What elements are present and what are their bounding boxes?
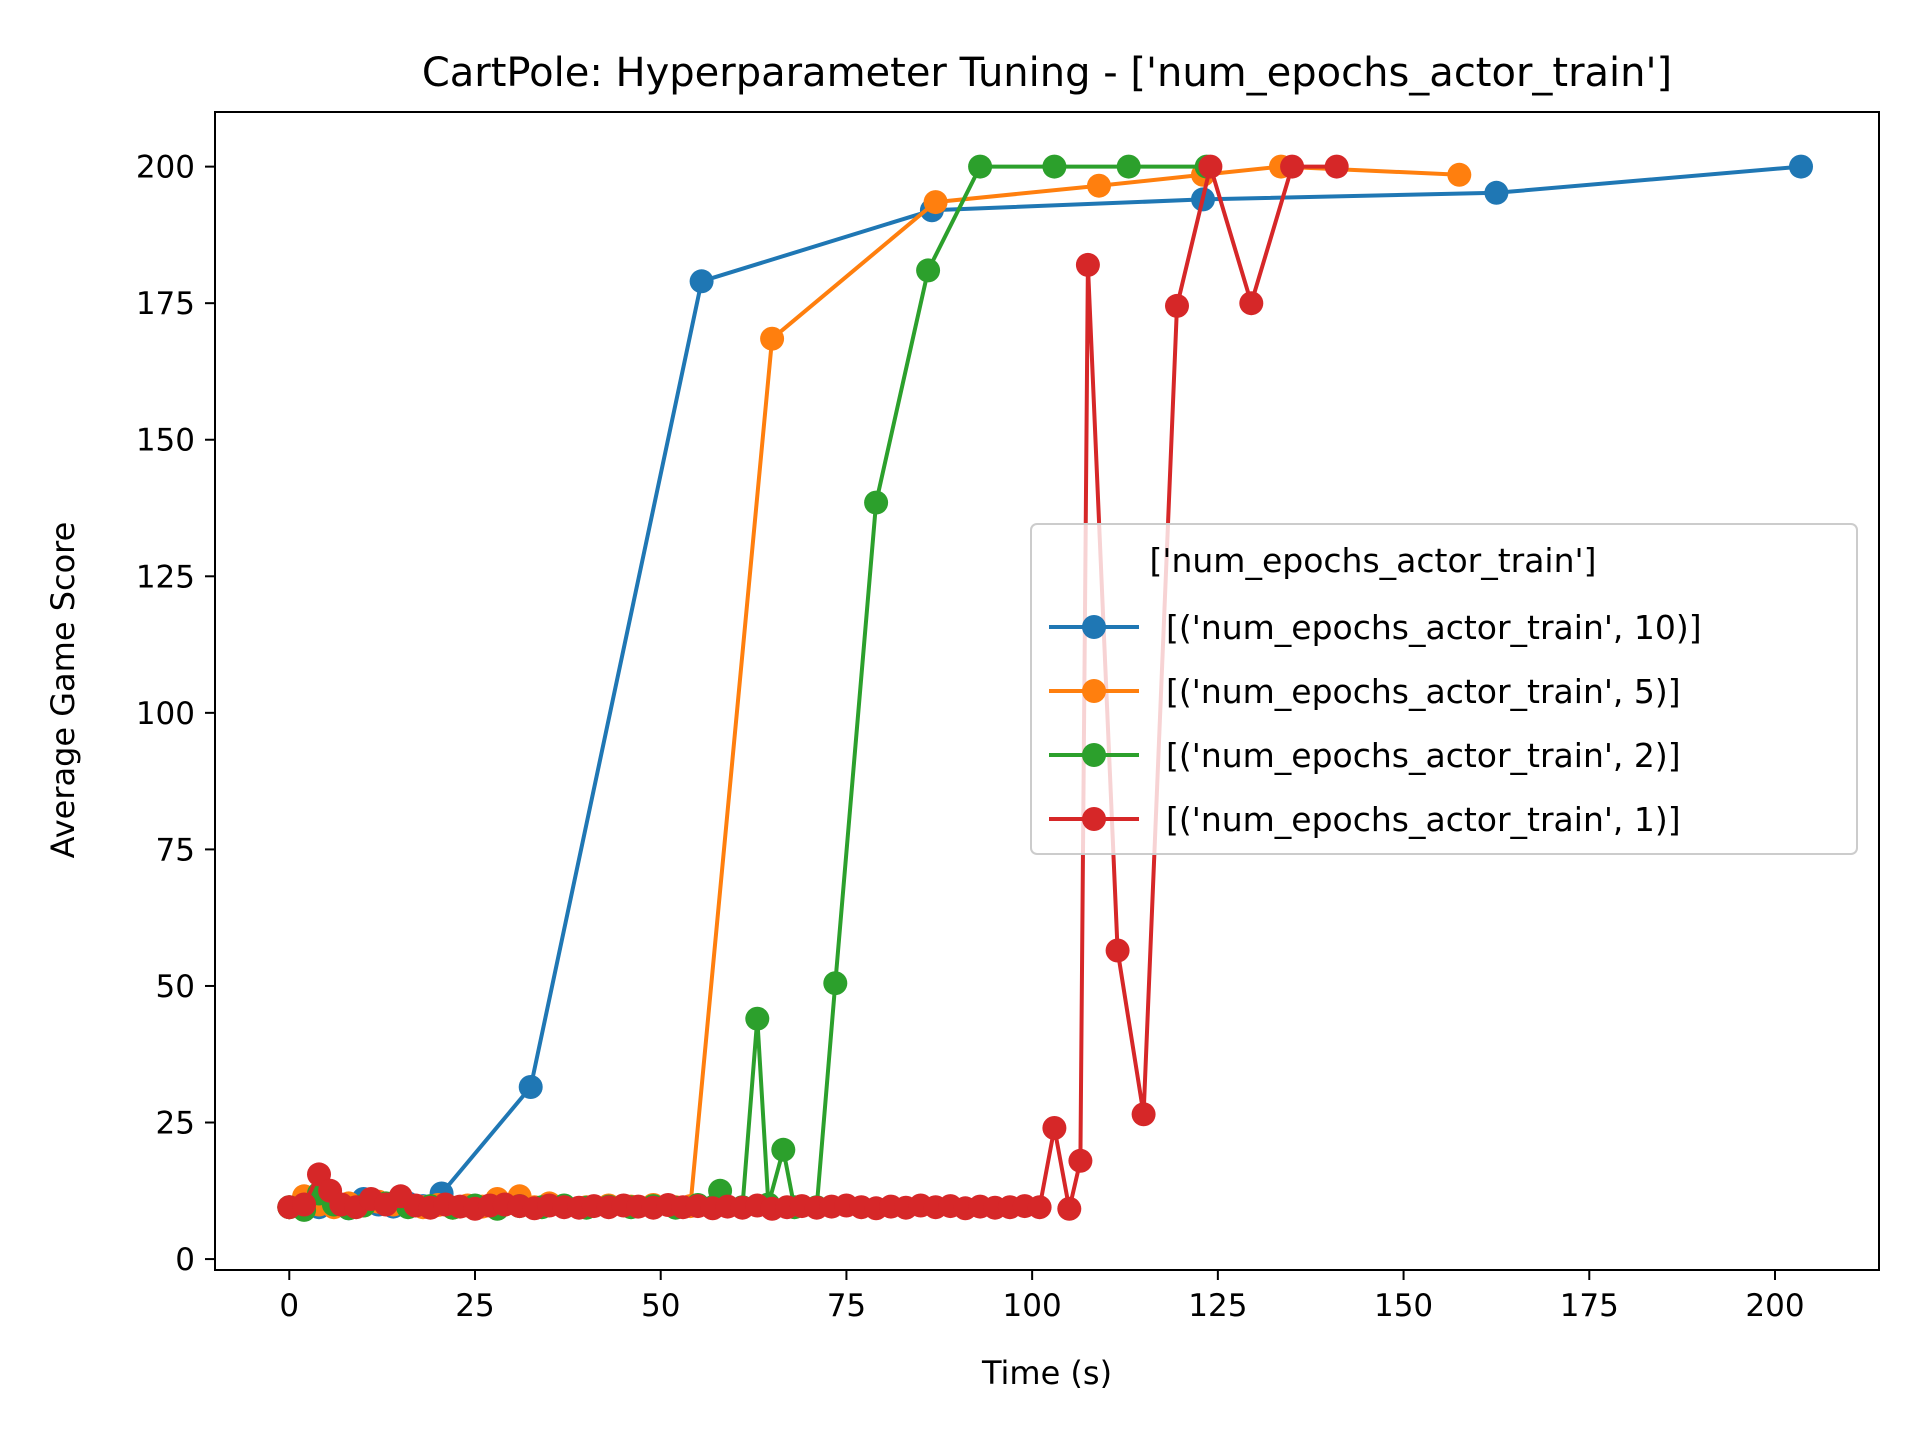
x-tick-label: 175 [1560,1288,1619,1324]
y-tick-label: 125 [136,559,195,595]
data-point [823,971,848,996]
y-tick-label: 100 [136,696,195,732]
data-point [1105,938,1130,963]
y-tick-label: 75 [156,832,195,868]
data-point [864,490,889,515]
legend-entry: [('num_epochs_actor_train', 10)] [1049,608,1702,647]
data-point [1447,162,1472,187]
data-point [1789,154,1813,179]
legend-title: ['num_epochs_actor_train'] [1150,541,1597,580]
x-tick-label: 0 [279,1288,299,1324]
legend-label: [('num_epochs_actor_train', 5)] [1166,672,1681,711]
data-point [916,258,941,283]
data-point [1280,154,1305,179]
series-4 [277,154,1349,1221]
data-point [1484,180,1509,205]
data-point [1198,154,1223,179]
data-point [518,1075,543,1099]
y-axis: 0 25 50 75 100 125 150 175 200 [136,150,215,1278]
data-point [760,326,785,351]
data-point [1042,154,1067,179]
legend: ['num_epochs_actor_train'] [('num_epochs… [1030,523,1858,855]
legend-swatch-marker [1082,679,1106,703]
data-point [968,154,993,179]
legend-label: [('num_epochs_actor_train', 1)] [1166,800,1681,839]
x-tick-label: 75 [827,1288,866,1324]
chart-title: CartPole: Hyperparameter Tuning - ['num_… [422,50,1672,96]
series-layer [277,154,1813,1222]
data-point [689,269,714,294]
legend-entry: [('num_epochs_actor_train', 2)] [1049,736,1681,775]
x-tick-label: 200 [1745,1288,1804,1324]
legend-box [1030,523,1858,855]
data-point [745,1006,770,1031]
data-point [1087,173,1111,198]
y-tick-label: 25 [156,1106,195,1142]
data-point [1027,1195,1052,1220]
x-tick-label: 150 [1374,1288,1433,1324]
x-tick-label: 100 [1003,1288,1062,1324]
legend-label: [('num_epochs_actor_train', 10)] [1166,608,1702,647]
data-point [1057,1196,1082,1221]
y-tick-label: 175 [136,286,195,322]
y-axis-label: Average Game Score [44,522,82,859]
x-tick-label: 50 [641,1288,680,1324]
plot-frame [214,111,1880,1271]
legend-swatch-marker [1082,743,1106,767]
x-tick-label: 125 [1188,1288,1247,1324]
data-point [1131,1102,1156,1127]
y-tick-label: 50 [156,969,195,1005]
legend-entry: [('num_epochs_actor_train', 5)] [1049,672,1681,711]
legend-swatch-marker [1082,807,1106,831]
y-tick-label: 200 [136,150,195,186]
data-point [1165,293,1189,318]
legend-label: [('num_epochs_actor_train', 2)] [1166,736,1681,775]
data-point [923,190,948,215]
data-point [771,1137,796,1162]
x-axis: 0 25 50 75 100 125 150 175 200 [279,1270,1805,1324]
x-tick-label: 25 [455,1288,494,1324]
data-point [1324,154,1349,179]
data-point [1239,291,1264,316]
legend-swatch-marker [1082,615,1106,639]
data-point [1116,154,1141,179]
data-point [292,1192,317,1217]
data-point [1068,1148,1093,1173]
y-tick-label: 0 [175,1242,195,1278]
legend-entries: [('num_epochs_actor_train', 10)] [('num_e… [1049,608,1702,839]
legend-entry: [('num_epochs_actor_train', 1)] [1049,800,1681,839]
data-point [1075,252,1100,277]
y-tick-label: 150 [136,423,195,459]
data-point [1042,1116,1067,1140]
x-axis-label: Time (s) [981,1354,1112,1392]
plot-area [214,111,1880,1271]
